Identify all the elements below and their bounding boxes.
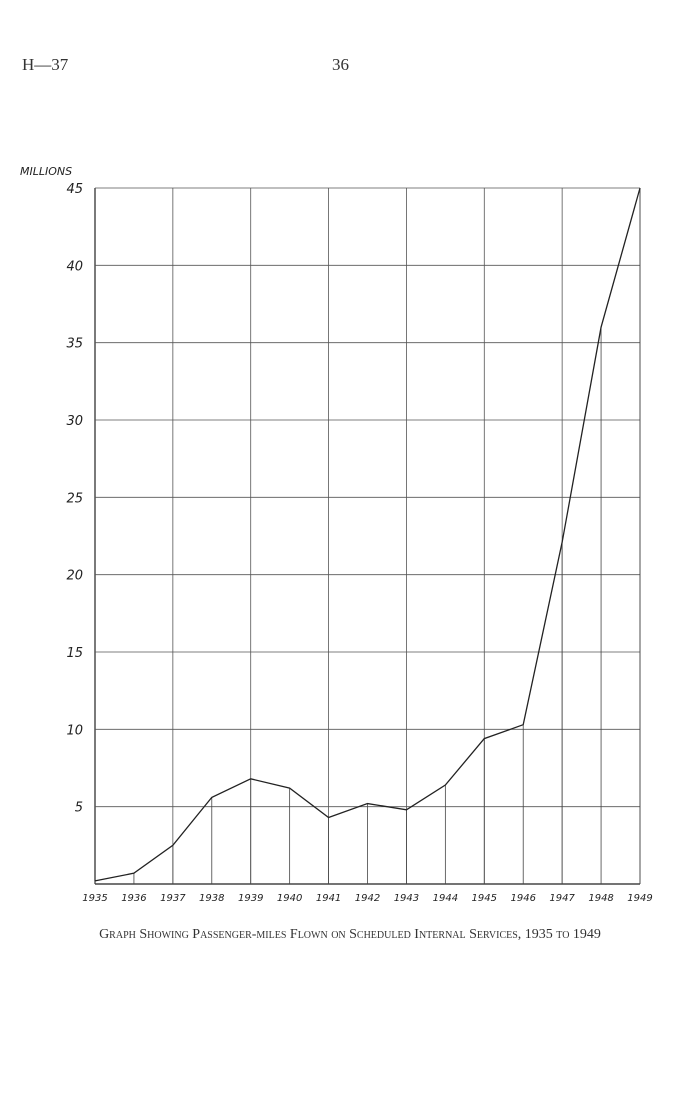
x-tick-label: 1939 xyxy=(238,893,263,904)
y-tick-label: 5 xyxy=(75,801,83,816)
x-tick-label: 1937 xyxy=(160,893,186,904)
x-tick-label: 1946 xyxy=(510,893,535,904)
y-tick-label: 25 xyxy=(66,491,83,506)
y-tick-label: 30 xyxy=(66,414,83,429)
x-tick-label: 1949 xyxy=(627,893,652,904)
y-tick-label: 45 xyxy=(66,182,83,197)
x-tick-label: 1941 xyxy=(316,893,341,904)
x-tick-label: 1943 xyxy=(394,893,419,904)
data-line xyxy=(94,187,641,882)
x-tick-label: 1945 xyxy=(472,893,497,904)
x-tick-label: 1938 xyxy=(199,893,224,904)
y-tick-label: 20 xyxy=(66,569,83,584)
header-left: H—37 xyxy=(22,55,69,74)
y-tick-label: 40 xyxy=(66,259,83,274)
y-tick-label: 15 xyxy=(66,646,83,661)
x-tick-label: 1936 xyxy=(121,893,146,904)
x-tick-label: 1940 xyxy=(277,893,302,904)
caption: Graph Showing Passenger-miles Flown on S… xyxy=(99,927,601,942)
x-tick-label: 1942 xyxy=(355,893,380,904)
page-number: 36 xyxy=(332,55,349,74)
y-tick-label: 10 xyxy=(66,723,83,738)
y-axis-label: MILLIONS xyxy=(20,165,72,178)
y-tick-label: 35 xyxy=(66,337,83,352)
x-tick-label: 1944 xyxy=(433,893,458,904)
x-tick-label: 1947 xyxy=(549,893,575,904)
x-tick-label: 1935 xyxy=(82,893,107,904)
x-tick-label: 1948 xyxy=(588,893,613,904)
